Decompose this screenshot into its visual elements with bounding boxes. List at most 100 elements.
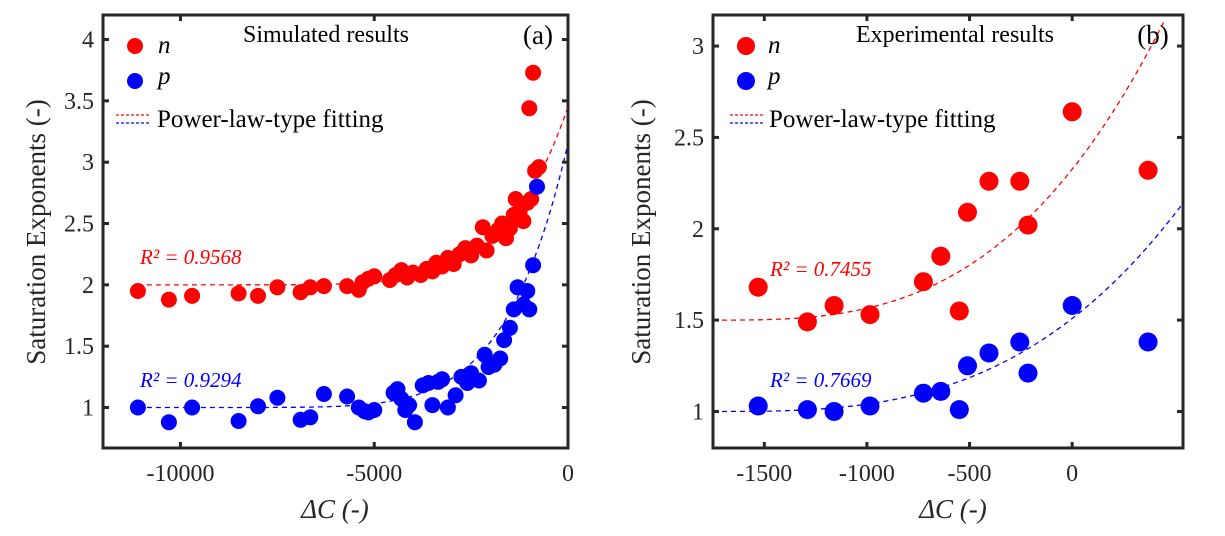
legend-p-marker: [127, 73, 143, 89]
panel-b-ylabel: Saturation Exponents (-): [626, 99, 656, 364]
data-point-p: [470, 372, 487, 389]
data-point-p: [501, 319, 518, 336]
data-point-p: [496, 332, 513, 349]
data-point-p: [160, 414, 177, 431]
panel-b-xlabel-text: ΔC (-): [918, 494, 987, 524]
data-point-p: [525, 257, 542, 274]
data-point-n: [958, 202, 977, 222]
panel-b-legend: n p Power-law-type fitting: [730, 32, 996, 133]
fit-curve-p: [137, 143, 569, 409]
panel-a-label: (a): [523, 20, 553, 50]
data-point-p: [339, 388, 356, 405]
legend-fit-label: Power-law-type fitting: [769, 106, 996, 133]
data-point-n: [1062, 102, 1082, 122]
data-point-n: [1010, 171, 1030, 191]
panel-a-ylabel: Saturation Exponents (-): [21, 99, 51, 364]
y-tick-label: 2: [82, 273, 94, 299]
x-tick-label: 0: [562, 461, 574, 487]
panel-a-title: Simulated results: [243, 22, 409, 48]
data-point-n: [530, 159, 547, 176]
data-point-p: [434, 371, 451, 388]
data-point-n: [525, 64, 542, 81]
panel-a-xlabel-text: ΔC (-): [300, 494, 369, 524]
data-point-n: [521, 100, 538, 117]
data-point-p: [250, 398, 266, 415]
data-point-p: [913, 383, 933, 403]
data-point-p: [1010, 332, 1030, 352]
fit-curve-n: [713, 22, 1164, 321]
legend-p-marker: [737, 72, 755, 90]
panel-a-axes-frame: [101, 13, 570, 450]
data-point-n: [523, 191, 540, 207]
panel-a-xlabel: ΔC (-): [300, 494, 369, 524]
data-point-p: [401, 397, 418, 414]
data-point-n: [824, 296, 844, 315]
panel-b-ticks: -1500 -1000 -500 0 1 1.5 2 2.5 3: [674, 15, 1183, 487]
data-point-n: [501, 220, 518, 237]
x-tick-label: -5000: [346, 461, 402, 487]
data-point-n: [1018, 215, 1038, 235]
panel-a-ticks: -10000 -5000 0 1 1.5 2 2.5 3 3.5 4: [64, 15, 574, 487]
data-point-p: [269, 389, 286, 406]
data-point-p: [797, 400, 817, 420]
data-point-n: [1138, 160, 1158, 180]
panel-b-axes-frame: [711, 13, 1185, 450]
data-point-n: [478, 242, 495, 259]
panel-b-marks: [713, 22, 1184, 421]
data-point-p: [958, 356, 977, 376]
data-point-p: [129, 399, 146, 416]
y-tick-label: 4: [82, 28, 94, 54]
panel-b-xlabel: ΔC (-): [918, 494, 987, 524]
x-tick-label: -1000: [839, 461, 895, 487]
legend-fit-label: Power-law-type fitting: [157, 106, 384, 133]
y-tick-label: 1.5: [64, 334, 94, 360]
data-point-p: [424, 397, 441, 414]
panel-b-label: (b): [1137, 20, 1168, 50]
data-point-n: [949, 301, 969, 321]
data-point-n: [250, 287, 266, 304]
data-point-n: [748, 277, 768, 297]
data-point-n: [931, 246, 951, 266]
data-point-p: [529, 178, 545, 195]
legend-p-label: p: [766, 63, 781, 90]
data-point-p: [949, 400, 969, 420]
data-point-p: [860, 396, 880, 416]
panel-a-marks: [129, 64, 569, 431]
data-point-n: [797, 312, 817, 332]
x-tick-label: -1500: [736, 461, 792, 487]
panel-a-r2-p: R² = 0.9294: [139, 368, 242, 392]
data-point-p: [824, 402, 844, 421]
data-point-n: [184, 287, 201, 304]
panel-b-r2-n: R² = 0.7455: [769, 257, 872, 281]
data-point-p: [476, 346, 493, 363]
legend-n-label: n: [768, 32, 781, 59]
data-point-p: [519, 283, 536, 299]
data-point-n: [315, 278, 332, 295]
data-point-p: [184, 399, 201, 416]
data-point-n: [913, 272, 933, 292]
data-point-p: [1138, 332, 1158, 352]
y-tick-label: 3.5: [64, 89, 94, 115]
data-point-p: [492, 350, 509, 367]
data-point-p: [748, 396, 768, 416]
data-point-p: [1018, 363, 1038, 383]
data-point-n: [366, 268, 383, 285]
x-tick-label: 0: [1066, 461, 1078, 487]
panel-b: -1500 -1000 -500 0 1 1.5 2 2.5 3 Experimental re…: [626, 13, 1185, 524]
data-point-n: [160, 291, 177, 308]
y-tick-label: 1.5: [674, 308, 704, 334]
panel-b-r2-p: R² = 0.7669: [769, 368, 872, 392]
data-point-n: [860, 305, 880, 325]
legend-p-label: p: [156, 63, 171, 90]
data-point-p: [1062, 296, 1082, 315]
data-point-p: [366, 402, 383, 418]
legend-n-marker: [127, 38, 143, 54]
panel-b-title: Experimental results: [856, 22, 1054, 48]
data-point-p: [979, 343, 999, 363]
data-point-n: [269, 279, 286, 296]
data-point-p: [447, 387, 464, 404]
data-point-p: [315, 386, 332, 402]
data-point-p: [931, 381, 951, 401]
y-tick-label: 3: [692, 34, 704, 60]
